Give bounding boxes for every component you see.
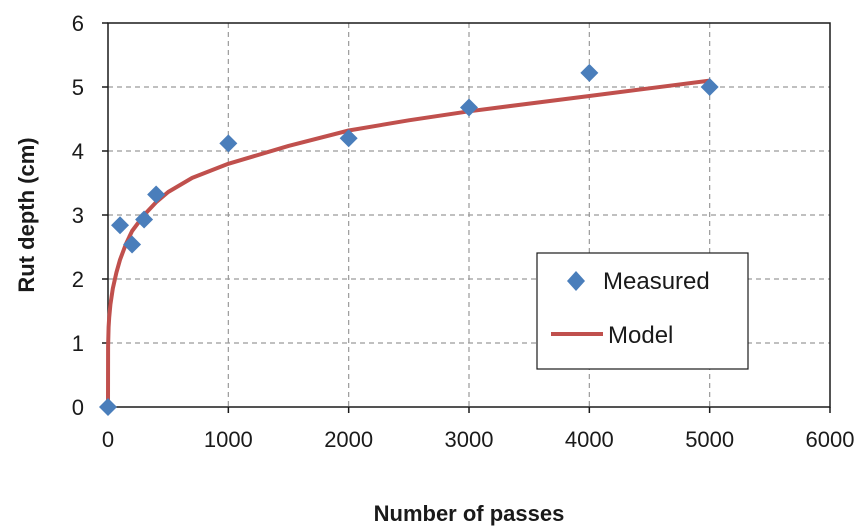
measured-point	[123, 235, 142, 254]
grid-lines	[108, 23, 830, 407]
legend-measured-label: Measured	[603, 268, 710, 295]
measured-point	[339, 129, 358, 148]
y-tick-label: 2	[72, 267, 84, 292]
x-tick-label: 1000	[204, 427, 253, 452]
legend-model-label: Model	[608, 322, 673, 349]
y-tick-label: 1	[72, 331, 84, 356]
x-tick-label: 2000	[324, 427, 373, 452]
series	[99, 63, 719, 416]
y-tick-label: 5	[72, 75, 84, 100]
x-tick-label: 4000	[565, 427, 614, 452]
y-tick-label: 0	[72, 395, 84, 420]
tick-labels: 0 1000 2000 3000 4000 5000 6000 0 1 2 3 4 5 6	[72, 11, 855, 452]
legend: Measured Model	[536, 252, 749, 370]
x-tick-label: 5000	[685, 427, 734, 452]
measured-point	[111, 216, 130, 235]
x-tick-label: 3000	[445, 427, 494, 452]
legend-measured-marker	[567, 271, 585, 291]
y-tick-label: 4	[72, 139, 84, 164]
measured-point	[460, 98, 478, 117]
measured-point	[580, 63, 599, 82]
measured-point	[135, 210, 154, 229]
measured-point	[147, 185, 166, 204]
x-axis-title: Number of passes	[374, 501, 565, 526]
x-tick-label: 0	[102, 427, 114, 452]
y-tick-label: 3	[72, 203, 84, 228]
x-tick-label: 6000	[806, 427, 855, 452]
y-tick-label: 6	[72, 11, 84, 36]
measured-point	[219, 134, 238, 153]
y-axis-title: Rut depth (cm)	[14, 137, 39, 292]
measured-point	[700, 78, 719, 96]
legend-box	[536, 252, 749, 370]
measured-point	[99, 398, 117, 416]
